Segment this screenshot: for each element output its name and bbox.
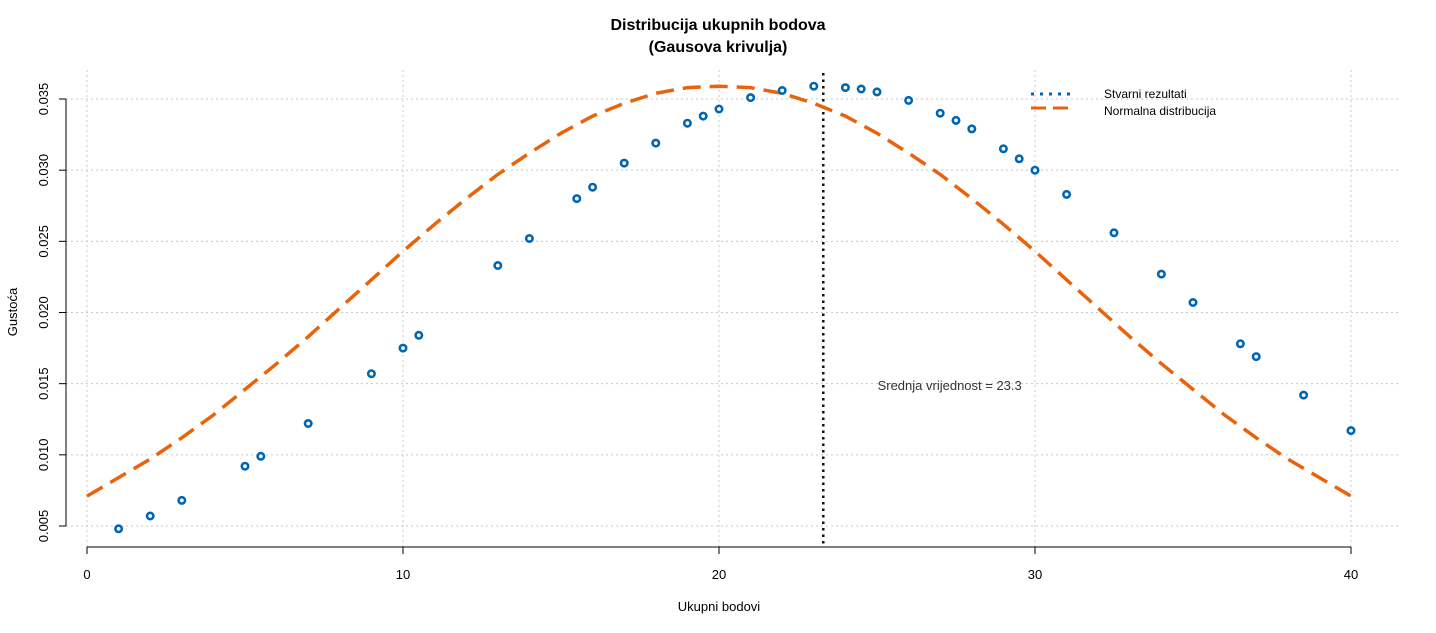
data-point xyxy=(619,158,629,168)
x-axis-label: Ukupni bodovi xyxy=(678,599,760,614)
y-axis-label: Gustoća xyxy=(5,287,20,336)
data-point xyxy=(493,260,503,270)
y-tick-label: 0.035 xyxy=(36,83,51,116)
data-point xyxy=(698,111,708,121)
y-tick-label: 0.010 xyxy=(36,439,51,472)
data-point xyxy=(777,86,787,96)
data-point xyxy=(414,330,424,340)
data-point xyxy=(1062,189,1072,199)
data-point xyxy=(651,138,661,148)
data-point xyxy=(1030,165,1040,175)
x-tick-label: 40 xyxy=(1344,567,1358,582)
chart-title-line2: (Gausova krivulja) xyxy=(649,39,788,56)
data-point xyxy=(256,451,266,461)
x-tick-label: 20 xyxy=(712,567,726,582)
data-point xyxy=(303,418,313,428)
mean-annotation: Srednja vrijednost = 23.3 xyxy=(878,378,1022,393)
y-tick-label: 0.015 xyxy=(36,367,51,400)
data-point xyxy=(1251,352,1261,362)
series-normalna-distribucija-line xyxy=(86,84,1352,498)
data-point xyxy=(398,343,408,353)
grid xyxy=(66,70,1398,547)
x-axis-ticks: 0 10 20 30 40 xyxy=(83,547,1358,582)
data-point xyxy=(240,461,250,471)
data-point xyxy=(524,234,534,244)
y-tick-label: 0.020 xyxy=(36,296,51,329)
y-tick-label: 0.005 xyxy=(36,510,51,543)
data-point xyxy=(746,93,756,103)
data-point xyxy=(904,95,914,105)
data-point xyxy=(588,182,598,192)
legend-label-normalna-distribucija: Normalna distribucija xyxy=(1104,104,1216,118)
data-point xyxy=(366,369,376,379)
data-point xyxy=(967,124,977,134)
data-point xyxy=(1299,390,1309,400)
data-point xyxy=(714,104,724,114)
data-point xyxy=(1188,297,1198,307)
data-point xyxy=(1235,339,1245,349)
data-point xyxy=(177,495,187,505)
data-point xyxy=(1014,154,1024,164)
y-tick-label: 0.030 xyxy=(36,154,51,187)
data-point xyxy=(840,83,850,93)
y-axis-ticks: 0.005 0.010 0.015 0.020 0.025 0.030 0.035 xyxy=(36,83,66,543)
data-point xyxy=(872,87,882,97)
x-tick-label: 0 xyxy=(83,567,90,582)
legend-label-stvarni-rezultati: Stvarni rezultati xyxy=(1104,87,1187,101)
x-tick-label: 10 xyxy=(396,567,410,582)
data-point xyxy=(951,115,961,125)
data-point xyxy=(1346,426,1356,436)
data-point xyxy=(682,118,692,128)
data-point xyxy=(998,144,1008,154)
data-point xyxy=(809,81,819,91)
data-point xyxy=(145,511,155,521)
data-point xyxy=(114,524,124,534)
legend: Stvarni rezultati Normalna distribucija xyxy=(1031,87,1216,118)
data-point xyxy=(935,108,945,118)
x-tick-label: 30 xyxy=(1028,567,1042,582)
data-point xyxy=(856,84,866,94)
data-point xyxy=(1156,269,1166,279)
data-point xyxy=(1109,228,1119,238)
chart-title-line1: Distribucija ukupnih bodova xyxy=(610,17,825,34)
y-tick-label: 0.025 xyxy=(36,225,51,258)
data-point xyxy=(572,194,582,204)
series-stvarni-rezultati-points xyxy=(114,81,1356,534)
